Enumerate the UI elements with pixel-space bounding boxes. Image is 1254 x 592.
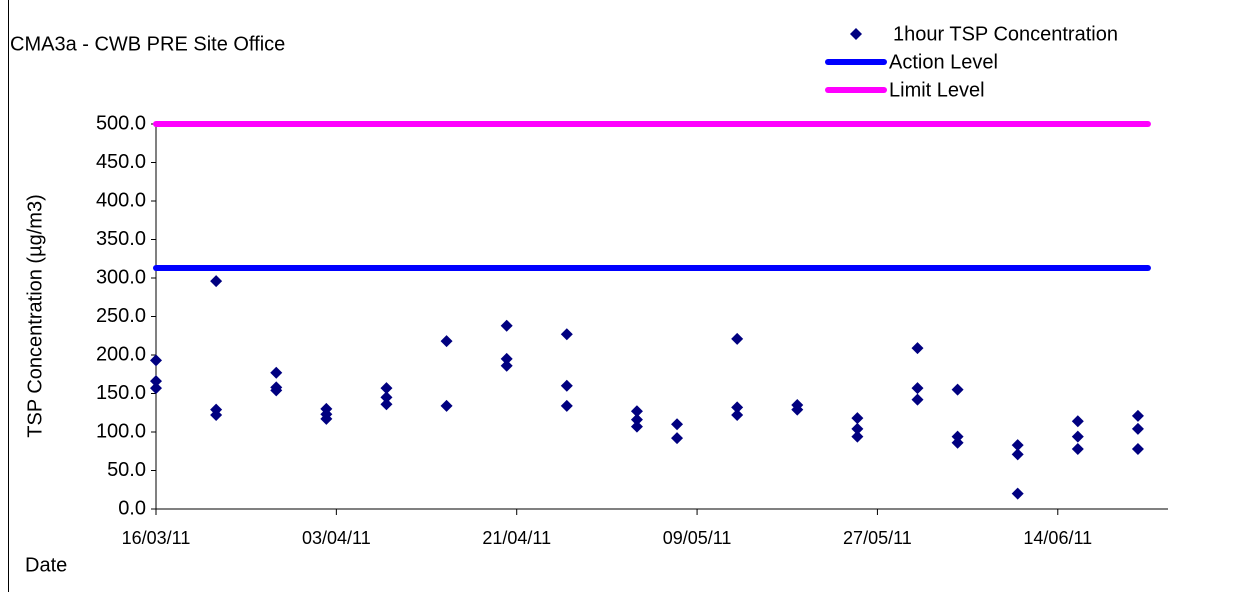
- y-tick-label: 250.0: [96, 305, 146, 327]
- y-tick-label: 100.0: [96, 420, 146, 442]
- x-axis-label: Date: [25, 554, 67, 576]
- x-tick-label: 27/05/11: [843, 528, 912, 548]
- data-point: [1131, 422, 1144, 435]
- legend-label: Limit Level: [889, 79, 985, 101]
- data-point: [560, 328, 573, 341]
- data-point: [671, 418, 684, 431]
- data-point: [380, 398, 393, 411]
- y-tick-label: 450.0: [96, 151, 146, 173]
- x-tick-label: 03/04/11: [302, 528, 371, 548]
- data-point: [851, 412, 864, 425]
- data-point: [911, 393, 924, 406]
- y-tick-label: 200.0: [96, 343, 146, 365]
- x-tick-label: 09/05/11: [663, 528, 732, 548]
- y-tick-label: 300.0: [96, 266, 146, 288]
- y-tick-label: 150.0: [96, 382, 146, 404]
- data-point: [630, 420, 643, 433]
- data-point: [731, 332, 744, 345]
- data-point: [911, 382, 924, 395]
- data-point: [440, 335, 453, 348]
- data-point: [1071, 415, 1084, 428]
- data-point: [731, 401, 744, 414]
- data-point: [851, 430, 864, 443]
- chart-title: CMA3a - CWB PRE Site Office: [10, 33, 285, 55]
- data-point: [320, 412, 333, 425]
- data-point: [1071, 430, 1084, 443]
- y-axis-label: TSP Concentration (µg/m3): [24, 194, 46, 437]
- data-point: [500, 319, 513, 332]
- data-point: [791, 403, 804, 416]
- data-point: [951, 430, 964, 443]
- data-point: [380, 382, 393, 395]
- data-point: [150, 375, 162, 388]
- data-point: [270, 384, 283, 397]
- y-tick-label: 350.0: [96, 228, 146, 250]
- legend-label: 1hour TSP Concentration: [893, 23, 1118, 45]
- data-point: [731, 409, 744, 422]
- data-point: [1131, 409, 1144, 422]
- data-point: [1131, 442, 1144, 455]
- data-point: [440, 399, 453, 412]
- x-tick-label: 16/03/11: [122, 528, 191, 548]
- data-point: [951, 383, 964, 396]
- data-point: [1011, 487, 1024, 500]
- data-point: [500, 359, 513, 372]
- data-point: [210, 275, 223, 288]
- y-tick-label: 50.0: [107, 459, 146, 481]
- data-point: [630, 413, 643, 426]
- x-tick-label: 21/04/11: [482, 528, 551, 548]
- data-point: [150, 382, 162, 395]
- data-point: [270, 366, 283, 379]
- data-point: [500, 352, 513, 365]
- x-tick-label: 14/06/11: [1023, 528, 1092, 548]
- data-point: [560, 379, 573, 392]
- data-point: [1011, 448, 1024, 461]
- data-point: [671, 432, 684, 445]
- data-point: [630, 405, 643, 418]
- data-point: [150, 354, 162, 367]
- data-point: [1011, 439, 1024, 452]
- legend-marker: [850, 28, 862, 40]
- data-point: [851, 422, 864, 435]
- data-point: [911, 342, 924, 355]
- data-point: [380, 391, 393, 404]
- y-tick-label: 0.0: [118, 497, 146, 519]
- data-point: [951, 436, 964, 449]
- legend-label: Action Level: [889, 51, 998, 73]
- data-point: [210, 409, 223, 422]
- y-tick-label: 500.0: [96, 112, 146, 134]
- data-point: [560, 399, 573, 412]
- data-point: [1071, 442, 1084, 455]
- y-tick-label: 400.0: [96, 189, 146, 211]
